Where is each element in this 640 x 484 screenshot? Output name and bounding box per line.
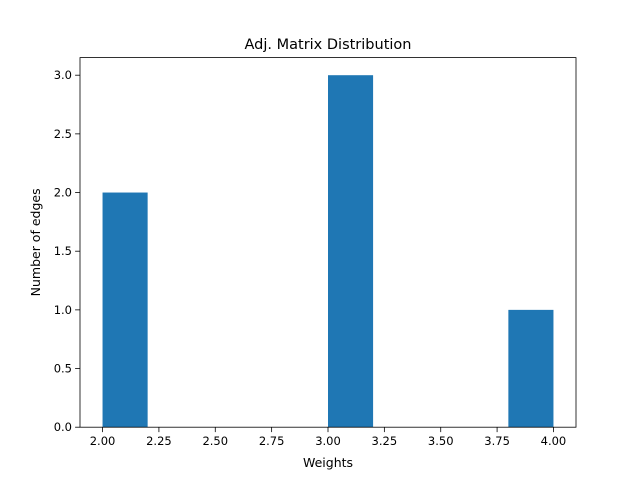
- x-tick-label: 3.50: [428, 434, 454, 448]
- y-tick-label: 1.0: [54, 303, 72, 317]
- x-tick-label: 2.00: [90, 434, 116, 448]
- x-tick-label: 2.50: [202, 434, 228, 448]
- x-tick-label: 3.25: [372, 434, 398, 448]
- y-axis: 0.0 0.5 1.0 1.5 2.0 2.5 3.0: [54, 68, 80, 434]
- y-tick-label: 2.0: [54, 186, 72, 200]
- chart-title: Adj. Matrix Distribution: [245, 37, 412, 53]
- x-axis-label: Weights: [303, 455, 353, 470]
- x-tick-label: 3.75: [484, 434, 510, 448]
- histogram-bar: [102, 192, 148, 428]
- y-axis-label: Number of edges: [28, 188, 43, 296]
- y-tick-label: 1.5: [54, 244, 72, 258]
- y-tick-label: 0.5: [54, 362, 72, 376]
- x-tick-label: 4.00: [541, 434, 567, 448]
- x-tick-label: 2.25: [146, 434, 172, 448]
- histogram-bar: [508, 309, 554, 428]
- y-tick-label: 3.0: [54, 68, 72, 82]
- x-tick-label: 3.00: [315, 434, 341, 448]
- histogram-bar: [328, 75, 374, 428]
- x-axis: 2.00 2.25 2.50 2.75 3.00 3.25 3.50 3.75 4.00: [90, 427, 567, 448]
- bars-layer: [102, 75, 554, 428]
- y-tick-label: 0.0: [54, 420, 72, 434]
- y-tick-label: 2.5: [54, 127, 72, 141]
- x-tick-label: 2.75: [259, 434, 285, 448]
